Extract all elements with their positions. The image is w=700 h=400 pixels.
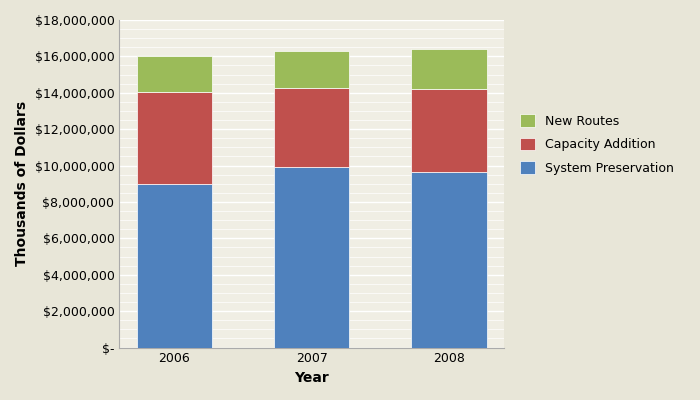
Bar (136, 56, 212, 92)
Bar (411, 172, 486, 348)
Legend: New Routes, Capacity Addition, System Preservation: New Routes, Capacity Addition, System Pr… (514, 108, 680, 181)
Bar (274, 88, 349, 167)
X-axis label: Year: Year (294, 371, 329, 385)
Bar (411, 89, 486, 172)
Bar (136, 184, 212, 348)
Bar (274, 167, 349, 348)
Y-axis label: Thousands of Dollars: Thousands of Dollars (15, 101, 29, 266)
Bar (274, 51, 349, 88)
Bar (411, 49, 486, 89)
Bar (136, 92, 212, 184)
